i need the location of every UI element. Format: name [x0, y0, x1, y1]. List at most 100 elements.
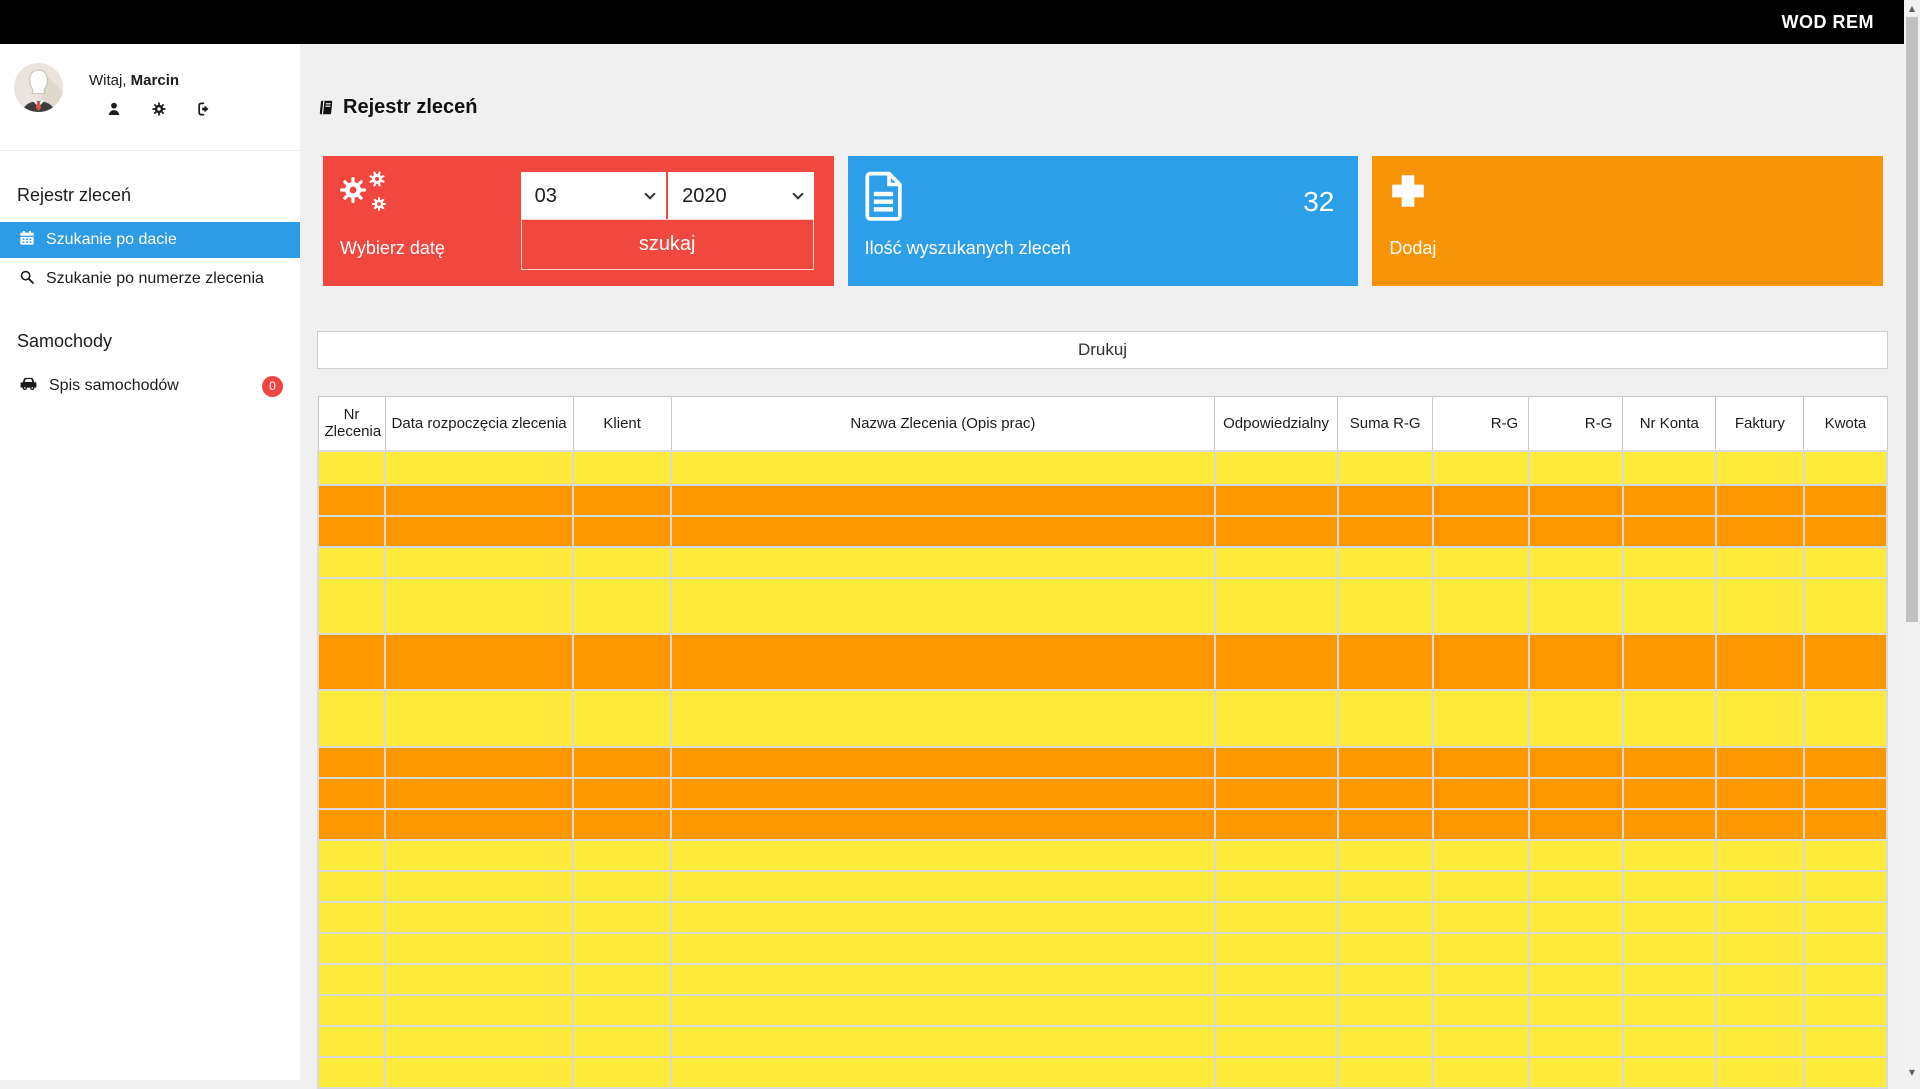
table-cell — [1213, 632, 1339, 691]
date-filter-panel: Wybierz datę 03 2020 — [323, 156, 834, 286]
table-cell — [316, 1024, 387, 1058]
sidebar-item-search-by-number[interactable]: Szukanie po numerze zlecenia — [0, 261, 300, 297]
table-cell — [1213, 688, 1339, 748]
table-cell — [384, 776, 575, 810]
app-brand: WOD REM — [1781, 11, 1874, 32]
summary-panels: Wybierz datę 03 2020 — [323, 156, 1884, 286]
vertical-scrollbar[interactable]: ▲ ▼ — [1904, 0, 1920, 1080]
table-cell — [384, 838, 575, 872]
year-select[interactable]: 2020 — [668, 172, 814, 219]
table-cell — [1714, 514, 1805, 548]
table-cell — [1802, 869, 1889, 903]
table-cell — [1621, 688, 1717, 748]
table-cell — [1527, 483, 1624, 517]
gear-icon[interactable] — [151, 101, 167, 117]
table-cell — [1336, 1055, 1434, 1089]
table-row — [316, 576, 1889, 635]
table-cell — [1213, 1024, 1339, 1058]
column-header: Faktury — [1715, 396, 1805, 451]
table-cell — [1213, 576, 1339, 635]
month-select[interactable]: 03 — [520, 172, 667, 219]
table-cell — [384, 1055, 575, 1089]
table-cell — [316, 1055, 387, 1089]
logout-icon[interactable] — [196, 101, 213, 117]
table-cell — [316, 514, 387, 548]
search-button[interactable]: szukaj — [520, 219, 814, 270]
date-panel-label: Wybierz datę — [340, 238, 445, 258]
table-cell — [316, 962, 387, 996]
table-cell — [1621, 838, 1717, 872]
table-cell — [1714, 900, 1805, 934]
user-name: Marcin — [130, 72, 180, 89]
table-cell — [1527, 1055, 1624, 1089]
table-cell — [1527, 931, 1624, 965]
table-cell — [1213, 1055, 1339, 1089]
table-cell — [670, 688, 1216, 748]
table-cell — [1431, 483, 1530, 517]
table-cell — [316, 869, 387, 903]
table-cell — [1431, 1024, 1530, 1058]
table-cell — [572, 776, 673, 810]
table-cell — [1213, 745, 1339, 779]
sidebar-section-orders: Rejestr zleceń — [17, 185, 132, 205]
table-cell — [1213, 869, 1339, 903]
table-cell — [1621, 776, 1717, 810]
table-cell — [1621, 900, 1717, 934]
add-order-panel[interactable]: Dodaj — [1372, 156, 1884, 286]
table-row — [316, 838, 1889, 872]
scroll-down-icon[interactable]: ▼ — [1908, 1068, 1916, 1077]
table-cell — [1714, 931, 1805, 965]
table-cell — [670, 993, 1216, 1027]
table-cell — [1527, 776, 1624, 810]
table-cell — [1336, 514, 1434, 548]
print-button[interactable]: Drukuj — [317, 331, 1888, 369]
user-profile: Witaj, Marcin — [0, 44, 300, 117]
table-cell — [1336, 838, 1434, 872]
table-cell — [1431, 776, 1530, 810]
table-cell — [1714, 838, 1805, 872]
table-cell — [1213, 900, 1339, 934]
table-cell — [670, 931, 1216, 965]
table-cell — [1802, 900, 1889, 934]
table-cell — [384, 483, 575, 517]
calendar-icon — [19, 230, 35, 251]
table-cell — [1714, 449, 1805, 486]
user-icon[interactable] — [106, 101, 122, 117]
table-cell — [572, 745, 673, 779]
table-cell — [1621, 807, 1717, 841]
table-cell — [1714, 545, 1805, 579]
table-cell — [1527, 576, 1624, 635]
scroll-up-icon[interactable]: ▲ — [1908, 4, 1916, 13]
table-cell — [316, 993, 387, 1027]
table-cell — [1527, 962, 1624, 996]
table-cell — [316, 745, 387, 779]
table-cell — [316, 632, 387, 691]
table-header-row: Nr Zlecenia Data rozpoczęcia zlecenia Klie… — [317, 396, 1888, 451]
table-cell — [1802, 483, 1889, 517]
table-cell — [572, 688, 673, 748]
table-cell — [1714, 869, 1805, 903]
table-row — [316, 807, 1889, 841]
table-cell — [572, 483, 673, 517]
scrollbar-thumb[interactable] — [1906, 17, 1918, 622]
table-cell — [1621, 576, 1717, 635]
table-cell — [1336, 576, 1434, 635]
table-cell — [384, 514, 575, 548]
table-cell — [1802, 1055, 1889, 1089]
table-cell — [316, 449, 387, 486]
table-cell — [1431, 745, 1530, 779]
table-cell — [1621, 869, 1717, 903]
table-cell — [1621, 483, 1717, 517]
table-cell — [316, 931, 387, 965]
gears-icon — [339, 171, 389, 224]
sidebar-item-search-by-date[interactable]: Szukanie po dacie — [0, 222, 300, 258]
table-cell — [1336, 931, 1434, 965]
table-cell — [1527, 745, 1624, 779]
table-cell — [1714, 745, 1805, 779]
table-cell — [670, 545, 1216, 579]
sidebar-item-car-list[interactable]: Spis samochodów 0 — [0, 368, 300, 404]
table-cell — [1714, 688, 1805, 748]
table-cell — [1621, 1024, 1717, 1058]
table-row — [316, 993, 1889, 1027]
book-icon — [317, 99, 334, 116]
